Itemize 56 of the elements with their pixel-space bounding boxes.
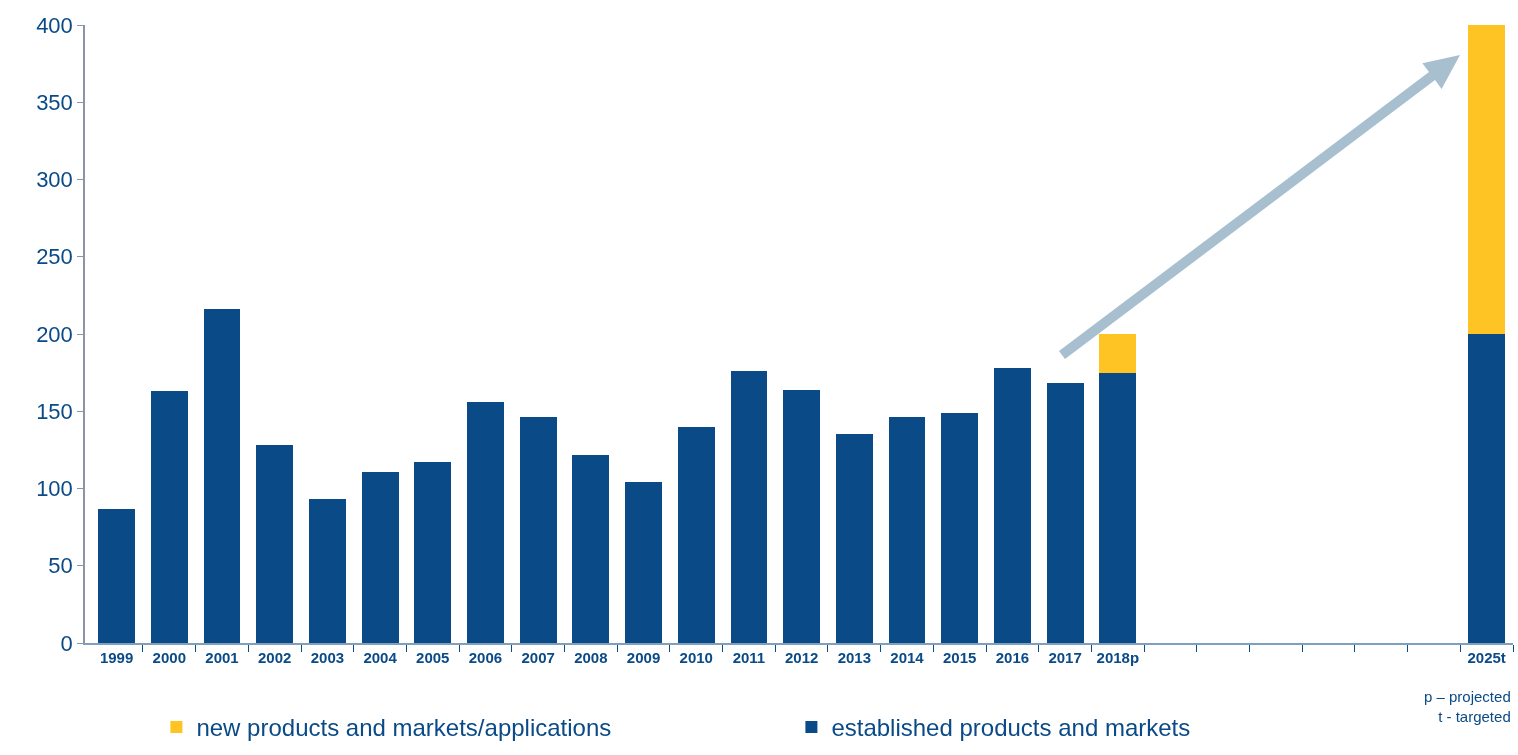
x-tick-label: 2015 (943, 649, 977, 666)
y-tick-label: 150 (36, 398, 73, 424)
bar (256, 445, 294, 643)
bar (467, 401, 504, 643)
bar (993, 367, 1031, 643)
bar (730, 371, 768, 643)
x-tick-label: 2000 (152, 649, 186, 666)
bar (888, 417, 926, 643)
y-tick-label: 350 (36, 89, 73, 115)
x-tick-label: 2013 (837, 649, 872, 666)
y-tick-label: 50 (48, 553, 73, 579)
y-tick-label: 200 (36, 321, 73, 347)
y-tick-label: 0 (60, 630, 73, 656)
x-tick-label: 2008 (574, 649, 608, 666)
x-tick-label: 2003 (310, 649, 345, 666)
x-tick-label: 2005 (416, 649, 450, 666)
bar (414, 462, 452, 643)
legend-label: new products and markets/applications (196, 714, 612, 742)
legend-label: established products and markets (831, 714, 1191, 742)
y-tick-label: 250 (36, 244, 73, 270)
x-tick-label: 2025t (1467, 649, 1506, 666)
bar (1099, 372, 1137, 643)
bar (783, 389, 821, 643)
bar (308, 499, 346, 643)
x-tick-label: 2011 (732, 649, 766, 666)
bar (835, 434, 873, 643)
x-tick-label: 2012 (784, 649, 819, 666)
bar (150, 391, 188, 643)
y-tick-label: 400 (36, 12, 73, 38)
x-tick-label: 2009 (626, 649, 661, 666)
x-tick-label: 2001 (205, 649, 239, 666)
text: p – projected t - targeted (1424, 688, 1511, 725)
x-tick-label: 2006 (468, 649, 503, 666)
bar (361, 471, 399, 643)
bar (1468, 334, 1506, 643)
bar (677, 426, 715, 643)
bar (203, 309, 241, 643)
bar (1099, 334, 1137, 373)
bar (941, 412, 979, 643)
x-tick-label: 2010 (679, 649, 713, 666)
y-tick-label: 300 (36, 167, 73, 193)
bar (1468, 25, 1506, 334)
bar (519, 417, 557, 643)
x-tick-label: 2004 (363, 649, 398, 666)
x-tick-label: 2002 (258, 649, 292, 666)
x-tick-label: 1999 (99, 649, 134, 666)
x-tick-label: 2017 (1048, 649, 1082, 666)
x-tick-label: 2016 (995, 649, 1030, 666)
bar (98, 508, 136, 643)
x-tick-label: 2007 (521, 649, 555, 666)
y-tick-label: 100 (36, 476, 73, 502)
bar (625, 482, 662, 643)
bar (572, 454, 610, 643)
bar (1046, 383, 1084, 643)
x-tick-label: 2018p (1096, 649, 1140, 666)
x-tick-label: 2014 (890, 649, 925, 666)
